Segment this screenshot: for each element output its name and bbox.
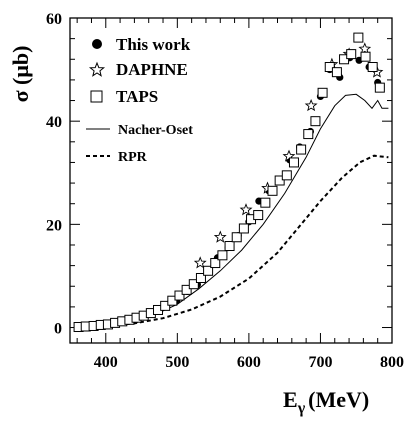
axis-ticks xyxy=(70,17,393,343)
point-taps xyxy=(346,49,357,60)
point-taps xyxy=(195,273,206,283)
point-taps xyxy=(324,62,335,73)
point-taps xyxy=(331,67,342,78)
y-tick-label: 60 xyxy=(46,11,62,28)
legend-marker-taps xyxy=(90,90,103,103)
point-taps xyxy=(160,300,171,311)
legend: This work DAPHNE TAPS Nacher-Oset RPR xyxy=(86,35,193,165)
x-tick-label: 500 xyxy=(165,354,189,371)
x-axis-title: Eγ (MeV) xyxy=(283,387,369,417)
point-taps xyxy=(203,265,214,276)
point-taps xyxy=(217,250,228,261)
x-tick-label: 800 xyxy=(380,354,404,371)
legend-marker-daphne xyxy=(88,61,106,77)
point-taps xyxy=(360,51,371,62)
point-taps xyxy=(367,62,378,73)
legend-label-daphne: DAPHNE xyxy=(116,60,188,79)
point-daphne xyxy=(239,203,253,216)
legend-label-this-work: This work xyxy=(116,35,191,54)
point-taps xyxy=(353,32,364,43)
point-taps xyxy=(188,279,199,290)
point-taps xyxy=(274,175,285,186)
point-taps xyxy=(303,129,314,140)
y-axis-title: σ (μb) xyxy=(8,46,33,103)
y-tick-label: 40 xyxy=(46,114,62,131)
point-taps xyxy=(167,295,178,306)
point-taps xyxy=(339,54,350,65)
point-taps xyxy=(181,284,192,295)
point-daphne xyxy=(213,230,227,243)
y-tick-label: 0 xyxy=(54,321,62,338)
point-daphne xyxy=(358,42,372,55)
point-taps xyxy=(281,170,292,181)
x-axis-title-subscript: γ xyxy=(297,400,306,417)
point-taps xyxy=(296,144,307,155)
x-tick-label: 700 xyxy=(308,354,332,371)
point-taps xyxy=(288,157,299,168)
point-taps xyxy=(374,82,385,93)
legend-label-nacher-oset: Nacher-Oset xyxy=(118,123,193,138)
data-points xyxy=(73,32,385,333)
point-taps xyxy=(253,210,264,221)
point-taps xyxy=(260,197,271,208)
point-taps xyxy=(224,241,235,252)
point-daphne xyxy=(193,256,207,269)
y-tick-label: 20 xyxy=(46,217,62,234)
x-tick-label: 400 xyxy=(94,354,118,371)
curve-rpr xyxy=(77,154,389,329)
x-tick-label: 600 xyxy=(237,354,261,371)
point-taps xyxy=(310,116,321,127)
point-taps xyxy=(231,232,242,243)
point-taps xyxy=(174,290,185,301)
plot-frame xyxy=(69,17,393,344)
legend-label-taps: TAPS xyxy=(116,87,158,106)
point-taps xyxy=(317,87,328,98)
x-axis-title-main: E xyxy=(283,387,298,412)
point-taps xyxy=(210,258,221,269)
point-daphne xyxy=(304,98,318,112)
legend-marker-this-work xyxy=(92,39,102,49)
tick-labels: 400 500 600 700 800 0 20 40 60 xyxy=(46,11,404,371)
legend-label-rpr: RPR xyxy=(118,150,148,165)
point-taps xyxy=(238,223,249,234)
point-taps xyxy=(267,185,278,196)
x-axis-title-unit: (MeV) xyxy=(308,387,369,412)
